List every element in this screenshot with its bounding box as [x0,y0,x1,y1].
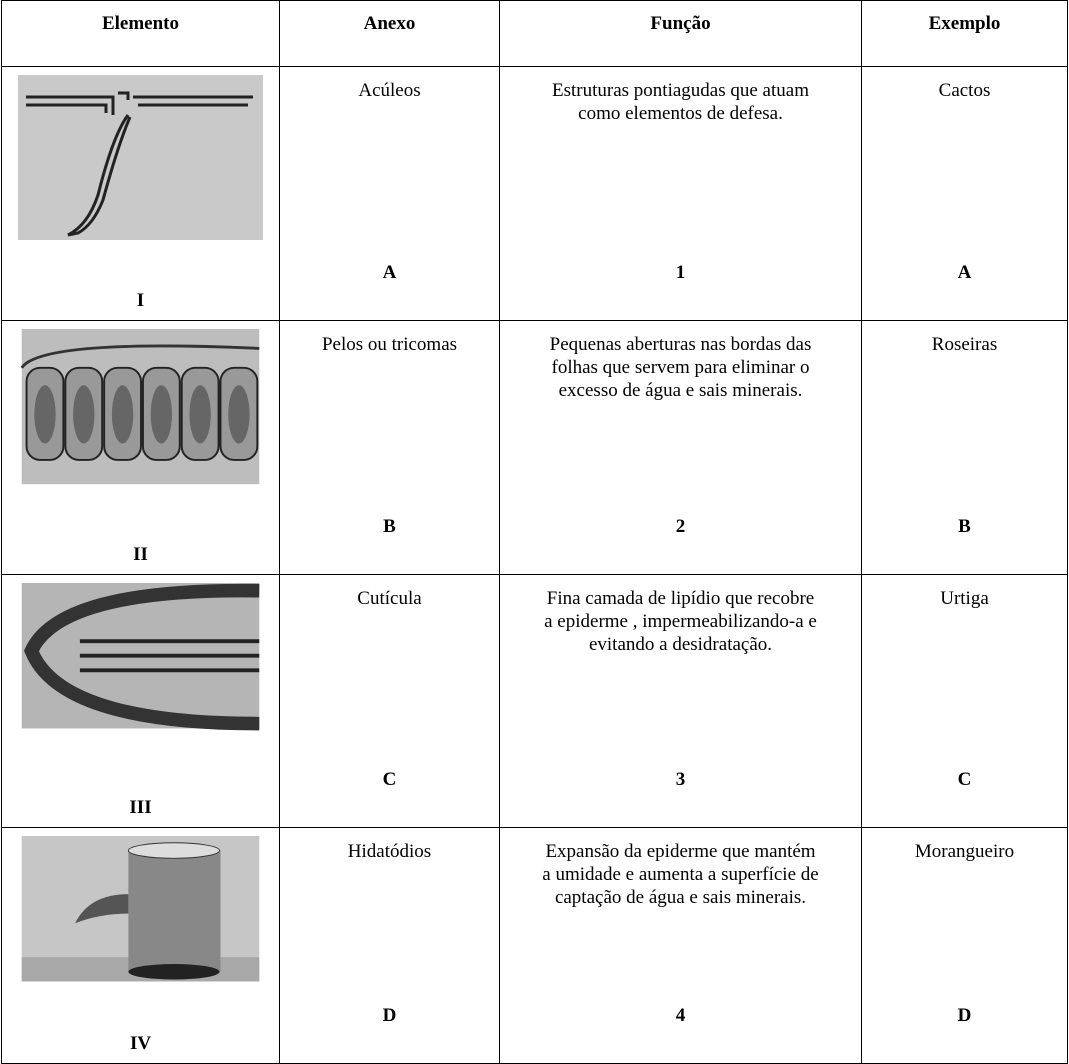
exemplo-text: Roseiras [931,334,998,355]
element-cell: III [1,574,280,828]
header-cell: Exemplo [861,0,1068,67]
anexo-text: Acúleos [358,80,421,101]
anexo-cell: Hidatódios D [279,827,500,1064]
exemplo-cell: Urtiga C [861,574,1068,828]
exemplo-text: Morangueiro [914,841,1015,862]
header-cell: Função [499,0,862,67]
element-cell: I [1,66,280,321]
anexo-label: D [382,1005,397,1026]
exemplo-cell: Morangueiro D [861,827,1068,1064]
cell: Cactos A [862,67,1067,312]
cell: IV [2,836,279,1063]
table-row: I Acúleos A Estruturas pontiagudas que atua… [1,66,1068,321]
cell: Hidatódios D [280,828,499,1055]
anexo-label: C [382,769,397,790]
anexo-cell: Cutícula C [279,574,500,828]
cell: Estruturas pontiagudas que atuam como el… [500,67,861,312]
element-label: IV [129,1033,152,1054]
exemplo-text: Cactos [938,80,991,101]
cell: Urtiga C [862,575,1067,819]
cell: Morangueiro D [862,828,1067,1055]
anexo-cell: Acúleos A [279,66,500,321]
anexo-label: A [382,262,397,283]
funcao-label: 2 [675,516,686,537]
cell: Expansão da epiderme que mantém a umidad… [500,828,861,1055]
cell: III [2,583,279,827]
cell: II [2,329,279,574]
exemplo-label: B [958,516,971,537]
funcao-label: 4 [675,1005,686,1026]
table-body: I Acúleos A Estruturas pontiagudas que atua… [1,66,1068,1064]
table-row: III Cutícula C Fina camada de lipídio que r… [1,574,1068,828]
header-cell: Anexo [279,0,500,67]
cell: Acúleos A [280,67,499,312]
funcao-cell: Fina camada de lipídio que recobre a epi… [499,574,862,828]
cell: Pelos ou tricomas B [280,321,499,566]
cell: Fina camada de lipídio que recobre a epi… [500,575,861,819]
funcao-cell: Expansão da epiderme que mantém a umidad… [499,827,862,1064]
funcao-cell: Pequenas aberturas nas bordas das folhas… [499,320,862,575]
cell: Cutícula C [280,575,499,819]
element-image [20,329,260,485]
header-cell: Elemento [1,0,280,67]
anexo-cell: Pelos ou tricomas B [279,320,500,575]
anexo-text: Cutícula [357,588,422,609]
exemplo-cell: Roseiras B [861,320,1068,575]
element-image [21,836,260,982]
funcao-label: 1 [675,262,686,283]
funcao-text: Expansão da epiderme que mantém a umidad… [542,841,819,908]
cell: Roseiras B [862,321,1067,566]
cell: Pequenas aberturas nas bordas das folhas… [500,321,861,566]
cell: I [2,75,279,320]
element-label: III [129,797,152,818]
funcao-text: Estruturas pontiagudas que atuam como el… [552,80,809,124]
anexo-label: B [383,516,396,537]
funcao-text: Fina camada de lipídio que recobre a epi… [544,588,817,655]
exemplo-text: Urtiga [940,588,989,609]
element-label: II [133,544,148,565]
element-cell: IV [1,827,280,1064]
exemplo-label: D [957,1005,972,1026]
funcao-label: 3 [675,769,686,790]
element-label: I [136,290,145,311]
exemplo-label: C [957,769,972,790]
element-cell: II [1,320,280,575]
table-row: IV Hidatódios D Expansão da epiderme que ma… [1,827,1068,1064]
exemplo-cell: Cactos A [861,66,1068,321]
header-row: Elemento Anexo Função Exemplo [1,0,1068,67]
exemplo-label: A [957,262,972,283]
table-row: II Pelos ou tricomas B Pequenas aberturas n… [1,320,1068,575]
element-image [21,583,260,731]
funcao-text: Pequenas aberturas nas bordas das folhas… [549,334,812,401]
element-image [18,75,263,240]
anexo-text: Pelos ou tricomas [321,334,458,355]
anexo-text: Hidatódios [347,841,432,862]
funcao-cell: Estruturas pontiagudas que atuam como el… [499,66,862,321]
